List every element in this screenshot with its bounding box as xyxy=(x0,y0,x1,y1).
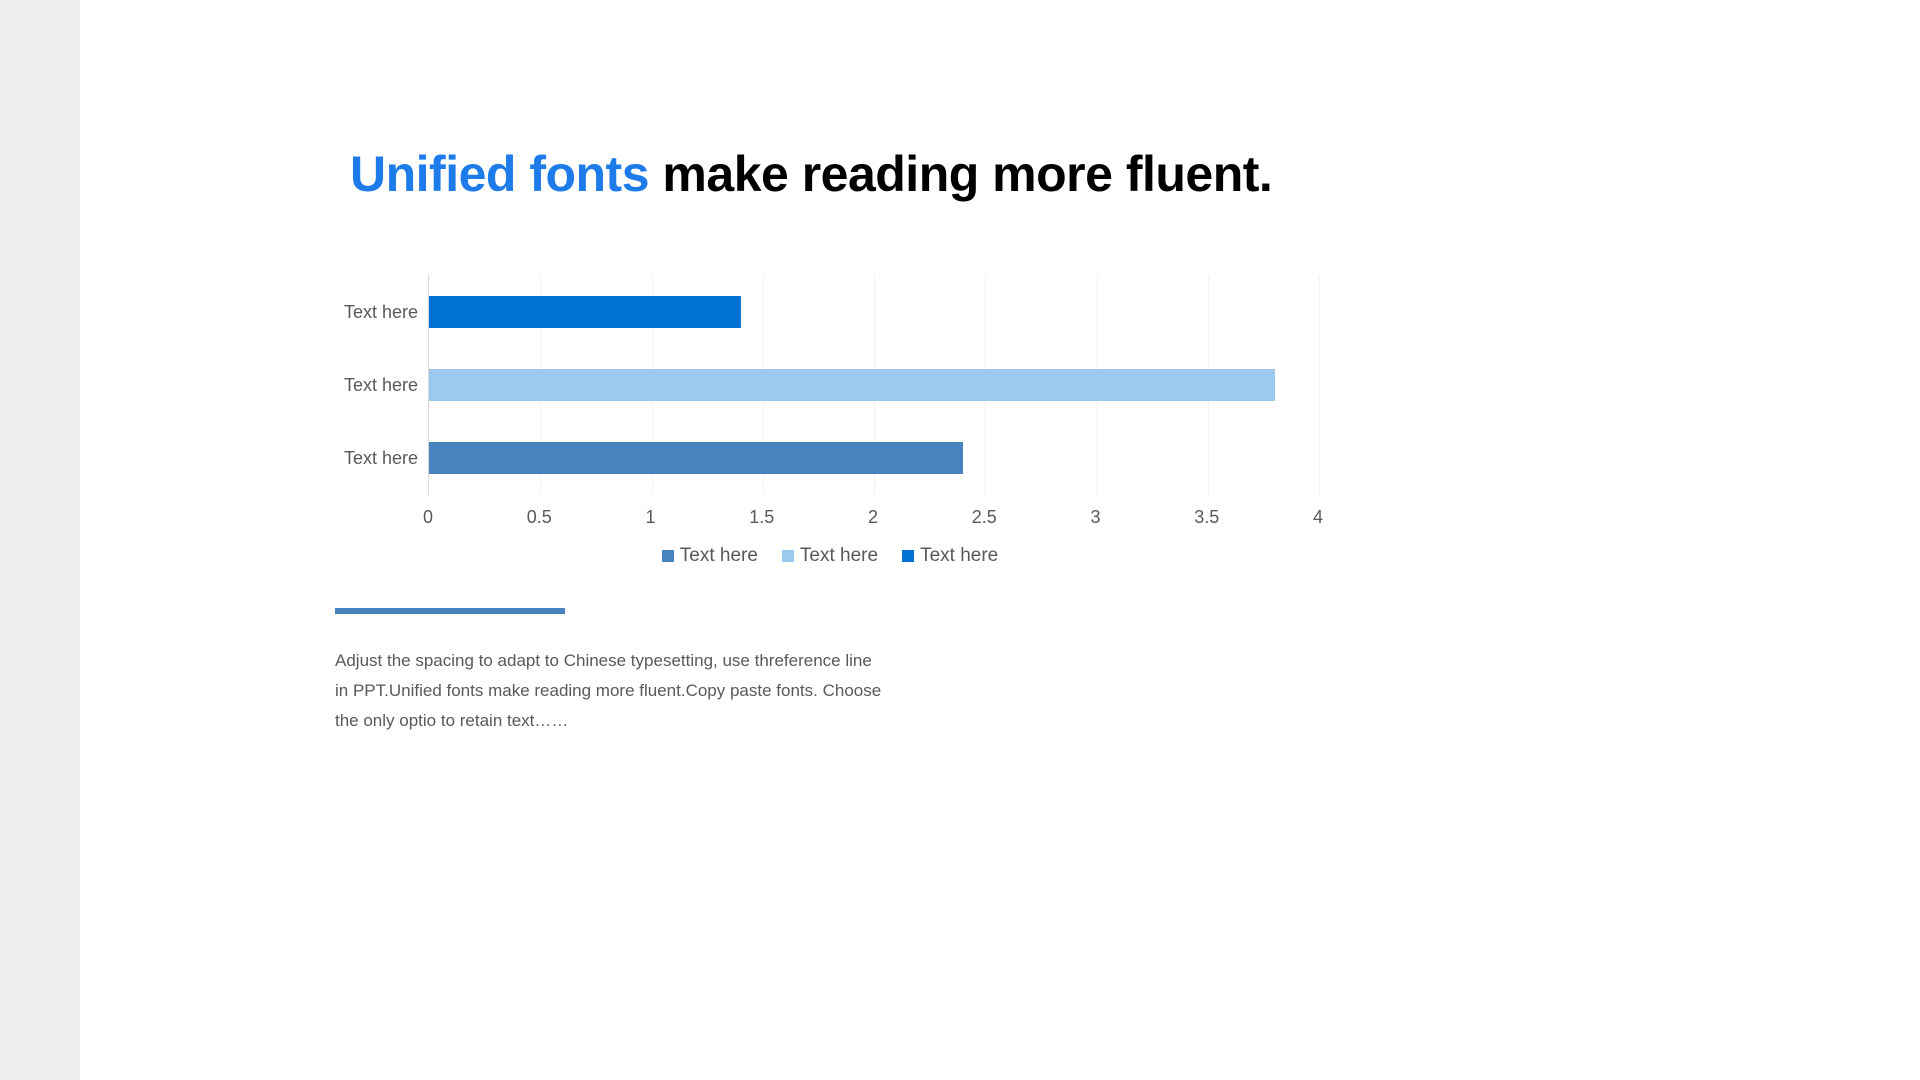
chart-gridline xyxy=(1319,275,1320,495)
accent-underline xyxy=(335,608,565,614)
chart-legend: Text here Text here Text here xyxy=(330,545,1330,568)
chart-y-label: Text here xyxy=(344,375,418,396)
legend-item: Text here xyxy=(902,545,998,567)
legend-item: Text here xyxy=(662,545,758,567)
description-line-3: the only optio to retain text…… xyxy=(335,706,881,736)
slide-canvas: { "title": { "accent_text": "Unified fon… xyxy=(80,0,1920,1080)
description-text: Adjust the spacing to adapt to Chinese t… xyxy=(335,646,881,735)
bar-chart: 00.511.522.533.54 Text hereText hereText… xyxy=(330,275,1330,575)
chart-x-tick: 4 xyxy=(1313,507,1323,528)
title-rest: make reading more fluent. xyxy=(649,146,1272,202)
chart-x-tick: 0.5 xyxy=(527,507,552,528)
chart-x-tick: 1 xyxy=(645,507,655,528)
legend-item: Text here xyxy=(782,545,878,567)
chart-x-tick: 0 xyxy=(423,507,433,528)
description-line-1: Adjust the spacing to adapt to Chinese t… xyxy=(335,646,881,676)
chart-x-tick: 3 xyxy=(1090,507,1100,528)
legend-label: Text here xyxy=(920,545,998,567)
title-accent: Unified fonts xyxy=(350,146,649,202)
chart-bar-row xyxy=(429,421,1318,494)
chart-x-tick: 2 xyxy=(868,507,878,528)
chart-y-label: Text here xyxy=(344,448,418,469)
left-margin xyxy=(0,0,80,1080)
legend-label: Text here xyxy=(800,545,878,567)
chart-x-tick: 2.5 xyxy=(972,507,997,528)
chart-bar-row xyxy=(429,348,1318,421)
description-line-2: in PPT.Unified fonts make reading more f… xyxy=(335,676,881,706)
chart-bar xyxy=(429,296,741,328)
chart-plot-area xyxy=(428,275,1318,495)
chart-bar xyxy=(429,369,1275,401)
legend-swatch xyxy=(662,550,674,562)
chart-x-tick: 1.5 xyxy=(749,507,774,528)
chart-y-label: Text here xyxy=(344,302,418,323)
chart-x-tick: 3.5 xyxy=(1194,507,1219,528)
title-text: Unified fonts make reading more fluent. xyxy=(350,145,1272,203)
legend-swatch xyxy=(782,550,794,562)
legend-label: Text here xyxy=(680,545,758,567)
chart-bar-row xyxy=(429,275,1318,348)
legend-swatch xyxy=(902,550,914,562)
chart-bar xyxy=(429,442,963,474)
slide-title: Unified fonts make reading more fluent. xyxy=(350,145,1272,203)
